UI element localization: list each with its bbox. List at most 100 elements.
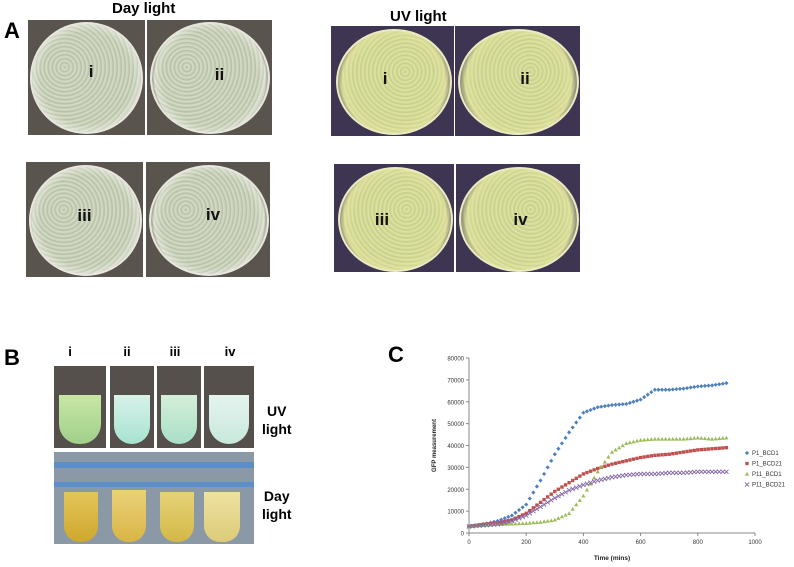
- data-point: [531, 506, 536, 510]
- data-point: [527, 496, 532, 501]
- data-point: [617, 445, 622, 450]
- data-point: [528, 508, 532, 513]
- data-point: [660, 453, 664, 457]
- data-point: [674, 436, 679, 441]
- data-point: [545, 499, 551, 505]
- tube-label-i: i: [68, 344, 72, 359]
- data-point: [696, 448, 700, 452]
- data-point: [570, 478, 575, 483]
- data-point: [667, 436, 672, 441]
- data-point: [684, 436, 690, 441]
- data-point: [598, 477, 604, 483]
- data-point: [574, 476, 578, 480]
- data-point: [656, 387, 661, 392]
- data-point: [613, 447, 618, 452]
- data-point: [574, 420, 579, 425]
- data-point: [503, 519, 507, 524]
- legend-entry: P1_BCD1: [752, 451, 779, 457]
- data-point: [606, 454, 611, 459]
- data-point: [681, 436, 686, 441]
- legend-marker: [744, 482, 750, 487]
- data-point: [520, 513, 525, 517]
- data-point: [692, 384, 697, 390]
- data-point: [720, 469, 726, 475]
- data-point: [652, 436, 657, 441]
- data-point: [699, 384, 704, 389]
- data-point: [695, 469, 701, 475]
- uv-light-side-label-line2: light: [262, 421, 292, 437]
- data-point: [656, 436, 661, 441]
- data-point: [610, 462, 614, 466]
- data-point: [717, 382, 722, 387]
- data-point: [642, 395, 647, 400]
- data-point: [580, 482, 586, 488]
- data-point: [620, 402, 625, 407]
- data-point: [577, 483, 583, 489]
- data-point: [706, 447, 711, 451]
- data-point: [702, 469, 708, 475]
- data-point: [716, 469, 722, 475]
- data-point: [713, 446, 718, 451]
- data-point: [648, 471, 654, 477]
- data-point: [588, 481, 593, 486]
- data-point: [628, 458, 632, 462]
- data-point: [713, 436, 718, 441]
- data-point: [724, 381, 729, 386]
- data-point: [699, 436, 704, 440]
- data-point: [581, 493, 586, 498]
- data-point: [624, 401, 629, 407]
- day-light-side-label-line1: Day: [263, 488, 290, 504]
- data-point: [702, 436, 708, 441]
- data-point: [567, 430, 572, 435]
- data-point: [559, 514, 565, 519]
- data-point: [621, 459, 625, 464]
- data-point: [541, 502, 547, 507]
- data-point: [602, 459, 607, 464]
- data-point: [713, 382, 718, 387]
- data-point: [534, 520, 540, 525]
- data-point: [520, 505, 525, 510]
- data-point: [606, 463, 611, 467]
- data-point: [717, 446, 721, 450]
- data-point: [649, 437, 654, 441]
- data-point: [599, 464, 604, 469]
- data-point: [602, 476, 608, 482]
- data-point: [513, 510, 518, 515]
- data-point: [574, 502, 579, 507]
- data-point: [581, 472, 586, 476]
- data-point: [642, 437, 647, 442]
- y-axis-label: GFP measurement: [432, 419, 438, 472]
- data-point: [566, 487, 572, 493]
- data-point: [509, 521, 514, 526]
- x-tick-label: 400: [578, 540, 589, 546]
- data-point: [538, 519, 543, 524]
- data-point: [524, 502, 529, 507]
- data-point: [684, 385, 690, 391]
- data-point: [706, 469, 711, 475]
- data-point: [699, 447, 704, 452]
- uv-plate-label-iv: iv: [513, 210, 528, 230]
- uv-light-side-label: UV light: [262, 402, 292, 438]
- data-point: [541, 471, 547, 477]
- data-point: [617, 460, 621, 465]
- data-point: [673, 470, 679, 476]
- data-point: [545, 465, 550, 470]
- day-plate-label-iii: iii: [77, 206, 92, 226]
- data-point: [688, 436, 693, 441]
- data-point: [584, 487, 590, 492]
- data-point: [592, 468, 596, 472]
- data-point: [553, 489, 557, 494]
- data-point: [710, 436, 715, 441]
- data-point: [724, 446, 729, 450]
- data-point: [642, 455, 646, 459]
- data-point: [534, 484, 540, 489]
- gfp-chart: 0100002000030000400005000060000700008000…: [432, 357, 786, 563]
- data-point: [570, 425, 575, 430]
- data-point: [645, 392, 650, 397]
- data-point: [706, 383, 711, 388]
- data-point: [677, 386, 683, 391]
- data-point: [709, 469, 715, 475]
- uv-plate-label-ii: ii: [520, 68, 530, 88]
- data-point: [698, 469, 704, 475]
- data-point: [609, 402, 615, 408]
